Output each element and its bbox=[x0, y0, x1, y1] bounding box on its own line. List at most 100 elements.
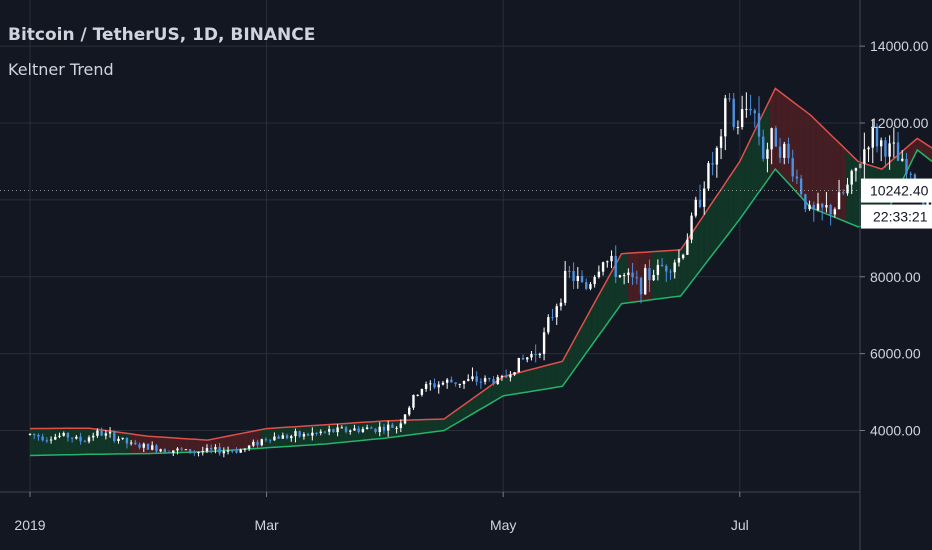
candle-body bbox=[462, 380, 466, 384]
band-fill bbox=[30, 88, 932, 456]
candle-body bbox=[547, 317, 550, 333]
band-fill-segment bbox=[59, 428, 66, 455]
candle-body bbox=[361, 428, 365, 433]
candle-body bbox=[711, 163, 714, 165]
candle-body bbox=[888, 143, 891, 157]
band-fill-segment bbox=[41, 428, 48, 456]
candle-body bbox=[386, 424, 390, 431]
candle-body bbox=[408, 407, 411, 415]
band-fill-segment bbox=[361, 422, 368, 441]
candle-body bbox=[677, 258, 681, 263]
band-fill-segment bbox=[828, 132, 835, 218]
candle-body bbox=[290, 436, 293, 439]
candle-body bbox=[256, 441, 259, 446]
x-tick-label: Mar bbox=[255, 517, 279, 533]
band-fill-segment bbox=[710, 196, 717, 258]
candle-body bbox=[424, 384, 428, 390]
band-fill-segment bbox=[615, 253, 622, 312]
candle-body bbox=[795, 176, 799, 179]
candle-body bbox=[37, 435, 40, 437]
band-fill-segment bbox=[544, 364, 551, 390]
candle-body bbox=[736, 127, 740, 129]
band-fill-segment bbox=[609, 264, 616, 321]
candle-body bbox=[488, 378, 491, 380]
candle-body bbox=[492, 379, 495, 385]
candle-body bbox=[197, 452, 200, 454]
candle-body bbox=[589, 284, 592, 289]
candle-body bbox=[142, 443, 145, 448]
candle-body bbox=[467, 379, 470, 381]
candle-body bbox=[117, 438, 120, 441]
candle-body bbox=[526, 357, 529, 360]
candle-body bbox=[205, 447, 209, 452]
band-fill-segment bbox=[449, 410, 456, 428]
band-fill-segment bbox=[455, 406, 462, 424]
candle-body bbox=[315, 432, 318, 434]
band-fill-segment bbox=[124, 433, 131, 454]
band-fill-segment bbox=[71, 428, 78, 455]
candle-body bbox=[294, 431, 297, 437]
candle-body bbox=[264, 439, 268, 441]
candle-body bbox=[719, 136, 723, 148]
candle-body bbox=[496, 377, 499, 385]
candle-body bbox=[732, 98, 735, 128]
candle-body bbox=[762, 136, 765, 159]
candle-body bbox=[783, 143, 786, 158]
candle-body bbox=[842, 192, 845, 194]
band-fill-segment bbox=[207, 438, 214, 452]
candle-body bbox=[412, 395, 415, 408]
last-price-tag bbox=[861, 178, 932, 203]
candle-body bbox=[41, 436, 44, 441]
candle-body bbox=[306, 434, 310, 436]
candle-body bbox=[180, 448, 183, 450]
candle-body bbox=[108, 432, 112, 434]
candle-body bbox=[471, 376, 474, 380]
band-fill-segment bbox=[680, 241, 687, 296]
candle-body bbox=[399, 423, 403, 428]
candle-body bbox=[757, 113, 761, 137]
symbol-title[interactable]: Bitcoin / TetherUS, 1D, BINANCE bbox=[8, 25, 316, 45]
band-lines bbox=[29, 87, 932, 457]
candle-body bbox=[252, 441, 255, 446]
upper-band-line bbox=[29, 87, 932, 441]
band-fill-segment bbox=[804, 110, 811, 208]
candle-body bbox=[816, 203, 820, 210]
candle-body bbox=[302, 434, 306, 437]
candle-body bbox=[138, 444, 141, 448]
band-fill-segment bbox=[237, 433, 243, 450]
band-fill-segment bbox=[550, 362, 557, 389]
band-fill-segment bbox=[183, 438, 190, 453]
candle-body bbox=[690, 215, 693, 240]
candle-body bbox=[580, 276, 584, 283]
candle-body bbox=[896, 142, 900, 161]
band-fill-segment bbox=[674, 249, 681, 297]
candle-body bbox=[627, 272, 630, 276]
band-fill-segment bbox=[367, 421, 374, 440]
candles bbox=[28, 92, 932, 458]
band-fill-segment bbox=[278, 427, 285, 448]
countdown-tag bbox=[861, 204, 932, 229]
candle-body bbox=[391, 424, 394, 428]
candle-body bbox=[45, 440, 49, 442]
candle-body bbox=[572, 270, 575, 282]
candle-body bbox=[429, 383, 432, 385]
candle-body bbox=[665, 266, 668, 272]
candle-body bbox=[184, 449, 188, 451]
candle-body bbox=[875, 126, 879, 147]
candle-body bbox=[606, 261, 609, 263]
indicator-label[interactable]: Keltner Trend bbox=[8, 60, 114, 79]
band-fill-segment bbox=[242, 432, 249, 450]
candle-body bbox=[871, 126, 874, 148]
candle-body bbox=[698, 199, 702, 207]
y-tick-label: 4000.00 bbox=[870, 423, 921, 439]
candle-body bbox=[445, 379, 449, 383]
band-fill-segment bbox=[402, 420, 409, 436]
candle-body bbox=[87, 437, 91, 442]
candle-body bbox=[247, 445, 251, 449]
band-fill-segment bbox=[53, 428, 60, 456]
candle-body bbox=[79, 436, 82, 442]
candle-body bbox=[209, 447, 213, 450]
